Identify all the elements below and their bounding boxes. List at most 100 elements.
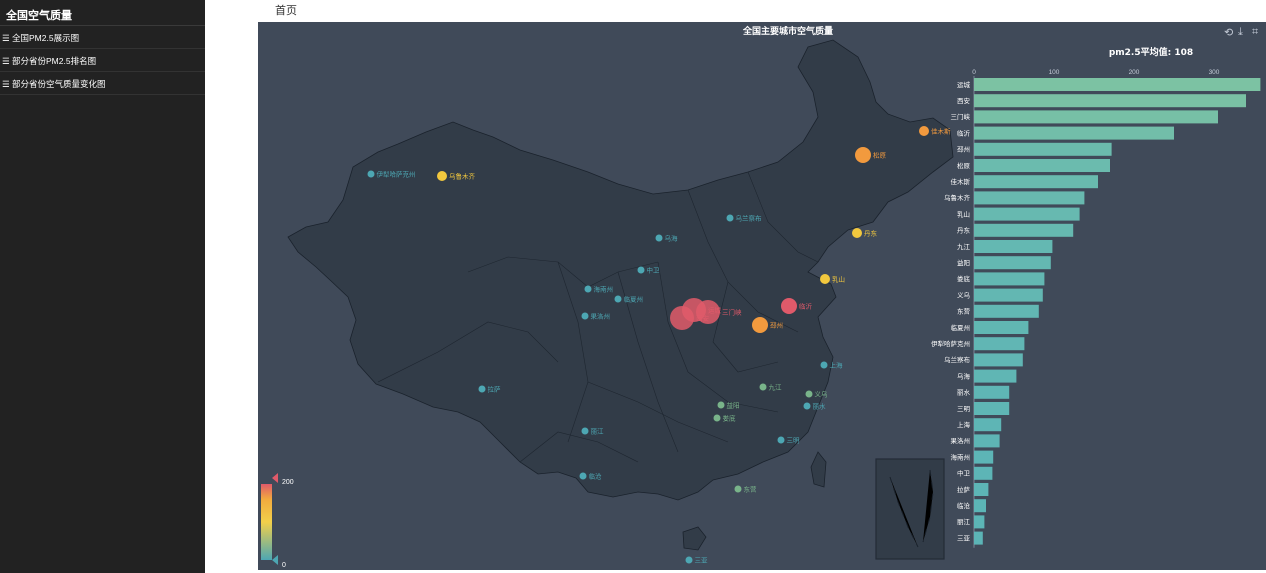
category-label: 娄底 [957,274,971,283]
city-point[interactable] [717,401,725,409]
menu-icon: ☰ [2,33,10,43]
map-points: 伊犁哈萨克州乌鲁木齐乌兰察布乌海中卫海南州临夏州果洛州佳木斯松原丹东乳山运城西安… [367,126,951,564]
city-point[interactable] [713,414,721,422]
city-point[interactable] [670,306,694,330]
bar-海南州[interactable] [974,450,994,464]
category-label: 乌鲁木齐 [944,193,971,202]
city-point[interactable] [696,300,720,324]
bar-丽江[interactable] [974,515,985,529]
city-point[interactable] [781,298,797,314]
city-point[interactable] [637,266,645,274]
city-label: 乌兰察布 [736,213,763,222]
category-label: 乳山 [957,209,970,218]
city-label: 九江 [769,382,783,391]
save-icon[interactable]: ⤓ [1238,26,1243,38]
city-point[interactable] [726,214,734,222]
bar-佳木斯[interactable] [974,175,1098,189]
city-point[interactable] [581,312,589,320]
bar-西安[interactable] [974,94,1246,108]
city-label: 临沂 [799,301,813,310]
bar-乌兰察布[interactable] [974,353,1023,367]
breadcrumb-home[interactable]: 首页 [275,4,297,17]
city-point[interactable] [367,170,375,178]
bar-乌海[interactable] [974,369,1017,383]
sidebar-title: 全国空气质量 [0,0,205,26]
bar-丹东[interactable] [974,223,1074,237]
hainan-island [682,526,707,551]
city-point[interactable] [820,361,828,369]
province-borders [377,171,819,463]
south-china-sea-inset [875,458,945,560]
city-point[interactable] [855,147,871,163]
bar-拉萨[interactable] [974,483,989,496]
category-label: 临沂 [957,128,971,137]
city-point[interactable] [734,485,742,493]
bar-临夏州[interactable] [974,321,1029,334]
bar-东营[interactable] [974,304,1039,318]
category-label: 三明 [957,405,971,413]
city-point[interactable] [655,234,663,242]
city-point[interactable] [919,126,929,136]
visual-map-min-label: 0 [282,562,286,569]
city-label: 三亚 [695,556,709,564]
city-label: 义乌 [815,389,828,398]
menu-icon: ☰ [2,56,10,66]
menu-icon: ☰ [2,79,10,89]
bar-中卫[interactable] [974,466,993,480]
bar-松原[interactable] [974,159,1110,172]
bar-三明[interactable] [974,402,1010,415]
bar-临沧[interactable] [974,499,986,513]
sidebar-item-aq-change[interactable]: ☰ 部分省份空气质量变化图 [0,72,205,95]
category-label: 拉萨 [957,485,971,494]
bar-丽水[interactable] [974,385,1010,399]
bar-娄底[interactable] [974,272,1045,286]
city-point[interactable] [579,472,587,480]
category-label: 邳州 [957,146,970,154]
bar-伊犁哈萨克州[interactable] [974,337,1025,351]
city-point[interactable] [614,295,622,303]
bar-邳州[interactable] [974,142,1112,156]
city-point[interactable] [805,390,813,398]
data-zoom-icon[interactable]: ⌗ [1252,26,1259,38]
bar-乳山[interactable] [974,207,1080,221]
city-point[interactable] [777,436,785,444]
restore-icon[interactable]: ⟲ [1224,27,1234,39]
bar-三亚[interactable] [974,531,983,545]
visual-map-bar[interactable] [261,484,272,560]
sidebar-item-label: 部分省份空气质量变化图 [12,79,106,89]
top-bar: 首页 [205,0,1266,22]
category-label: 三门峡 [951,112,971,121]
city-point[interactable] [752,317,768,333]
visual-map-legend[interactable]: 200 0 [261,473,294,569]
category-label: 海南州 [951,452,971,461]
bar-义乌[interactable] [974,288,1043,302]
x-tick-label: 100 [1049,69,1060,76]
city-point[interactable] [584,285,592,293]
bar-果洛州[interactable] [974,434,1000,448]
bar-九江[interactable] [974,240,1053,253]
city-point[interactable] [820,274,830,284]
city-point[interactable] [581,427,589,435]
bar-临沂[interactable] [974,126,1174,140]
sidebar-item-pm25-rank[interactable]: ☰ 部分省份PM2.5排名图 [0,49,205,72]
category-label: 乌兰察布 [944,355,971,364]
city-point[interactable] [759,383,767,391]
city-label: 乌鲁木齐 [449,171,476,180]
bar-三门峡[interactable] [974,110,1218,124]
x-tick-label: 200 [1129,69,1140,76]
bar-运城[interactable] [974,78,1261,91]
sidebar-item-pm25-map[interactable]: ☰ 全国PM2.5展示图 [0,26,205,49]
visual-map-handle-bottom[interactable] [272,555,278,565]
city-point[interactable] [437,171,447,181]
visual-map-handle-top[interactable] [272,473,278,483]
city-point[interactable] [852,228,862,238]
bar-上海[interactable] [974,418,1002,432]
city-point[interactable] [803,402,811,410]
bar-乌鲁木齐[interactable] [974,191,1085,205]
city-point[interactable] [478,385,486,393]
city-point[interactable] [685,556,693,564]
city-label: 上海 [830,360,844,369]
bar-益阳[interactable] [974,256,1051,270]
inset-islands [889,469,934,548]
category-label: 三亚 [957,534,971,542]
